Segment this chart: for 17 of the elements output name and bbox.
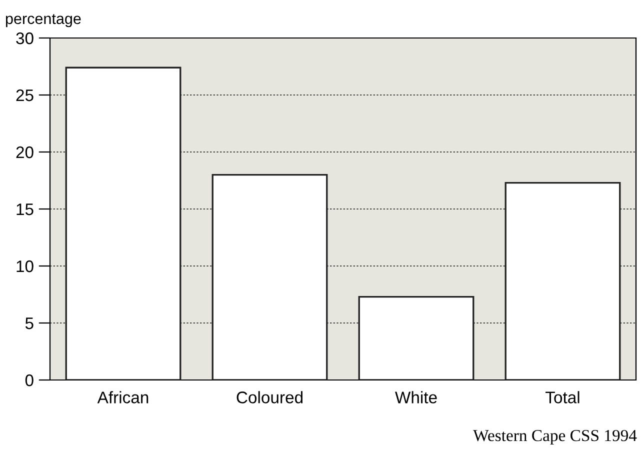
x-tick-label: Total (546, 391, 580, 404)
y-tick-label: 10 (16, 260, 34, 272)
y-tick-label: 5 (25, 318, 34, 330)
x-tick-label: White (395, 391, 437, 404)
bar (65, 66, 182, 380)
bar (358, 296, 474, 380)
y-axis-title: percentage (6, 14, 81, 28)
y-tick-label: 25 (16, 89, 34, 102)
y-tick-label: 20 (16, 146, 34, 158)
y-tick-label: 15 (16, 204, 34, 216)
y-tick-label: 0 (25, 374, 34, 386)
y-tick-label: 30 (16, 32, 34, 44)
x-tick-label: Coloured (236, 391, 302, 404)
bar (212, 174, 328, 380)
text: Western Cape CSS 1994 (473, 430, 637, 445)
bar (504, 182, 621, 380)
x-tick-label: African (97, 391, 148, 404)
